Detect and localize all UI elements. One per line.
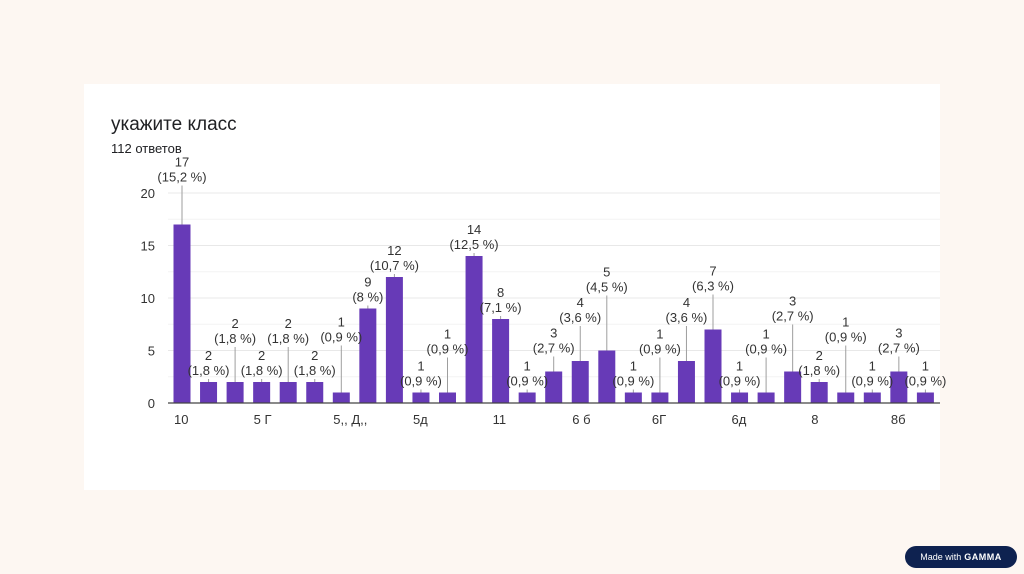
bar xyxy=(624,392,642,403)
x-tick-label: 8б xyxy=(891,412,906,427)
data-label: 7 (6,3 %) xyxy=(692,264,734,294)
data-label: 2 (1,8 %) xyxy=(798,348,840,378)
data-label: 2 (1,8 %) xyxy=(241,348,283,378)
data-label: 1 (0,9 %) xyxy=(745,327,787,357)
y-tick-label: 0 xyxy=(148,396,155,411)
bar xyxy=(173,224,191,403)
bar xyxy=(279,382,297,403)
bar xyxy=(439,392,456,403)
x-tick-label: 5,, Д,, xyxy=(333,412,367,427)
bar xyxy=(731,392,749,403)
y-tick-label: 15 xyxy=(141,239,155,254)
response-count: 112 ответов xyxy=(111,141,182,156)
bar xyxy=(465,256,483,403)
badge-prefix: Made with xyxy=(920,552,962,562)
bar xyxy=(651,392,669,403)
data-label: 1 (0,9 %) xyxy=(825,315,867,345)
bar xyxy=(385,277,403,403)
data-label: 4 (3,6 %) xyxy=(559,295,601,325)
bar xyxy=(306,382,324,403)
bar xyxy=(492,319,510,403)
data-label: 9 (8 %) xyxy=(352,275,383,305)
data-label: 3 (2,7 %) xyxy=(533,326,575,356)
data-label: 2 (1,8 %) xyxy=(214,316,256,346)
data-label: 1 (0,9 %) xyxy=(851,359,893,389)
bar xyxy=(226,382,244,403)
y-tick-label: 10 xyxy=(141,291,155,306)
bar xyxy=(677,361,695,403)
data-label: 12 (10,7 %) xyxy=(370,243,419,273)
data-label: 1 (0,9 %) xyxy=(612,359,654,389)
y-tick-label: 5 xyxy=(148,344,155,359)
data-label: 5 (4,5 %) xyxy=(586,265,628,295)
bar xyxy=(837,392,855,403)
data-label: 1 (0,9 %) xyxy=(320,315,362,345)
data-label: 1 (0,9 %) xyxy=(400,359,442,389)
data-label: 8 (7,1 %) xyxy=(480,285,522,315)
y-tick-label: 20 xyxy=(141,186,155,201)
made-with-gamma-badge[interactable]: Made with GAMMA xyxy=(905,546,1017,568)
bar xyxy=(200,382,218,403)
bar xyxy=(757,392,775,403)
bar xyxy=(253,382,271,403)
x-tick-label: 11 xyxy=(493,412,507,427)
bar xyxy=(598,350,616,403)
bar xyxy=(545,371,563,403)
x-tick-label: 6д xyxy=(732,412,747,427)
bar xyxy=(359,308,377,403)
chart-title: укажите класс xyxy=(111,114,237,135)
data-label: 2 (1,8 %) xyxy=(267,316,309,346)
chart-card: укажите класс 112 ответов xyxy=(84,84,940,490)
bar xyxy=(412,392,430,403)
data-label: 2 (1,8 %) xyxy=(294,348,336,378)
data-label: 1 (0,9 %) xyxy=(427,327,469,357)
bar xyxy=(704,329,722,403)
x-tick-label: 8 xyxy=(811,412,818,427)
x-tick-label: 6 б xyxy=(572,412,590,427)
x-tick-label: 6Г xyxy=(652,412,666,427)
data-label: 1 (0,9 %) xyxy=(506,359,548,389)
x-tick-label: 10 xyxy=(174,412,188,427)
data-label: 14 (12,5 %) xyxy=(449,222,498,252)
bar xyxy=(518,392,536,403)
data-label: 17 (15,2 %) xyxy=(157,155,206,185)
data-label: 4 (3,6 %) xyxy=(665,295,707,325)
data-label: 1 (0,9 %) xyxy=(719,359,761,389)
data-label: 3 (2,7 %) xyxy=(878,326,920,356)
data-label: 1 (0,9 %) xyxy=(904,359,946,389)
data-label: 1 (0,9 %) xyxy=(639,327,681,357)
bar xyxy=(571,361,589,403)
data-label: 3 (2,7 %) xyxy=(772,294,814,324)
x-tick-label: 5д xyxy=(413,412,428,427)
x-tick-label: 5 Г xyxy=(254,412,272,427)
bar xyxy=(890,371,908,403)
bar xyxy=(916,392,934,403)
bar xyxy=(810,382,828,403)
bar xyxy=(332,392,350,403)
bar xyxy=(784,371,802,403)
bar xyxy=(863,392,881,403)
data-label: 2 (1,8 %) xyxy=(188,348,230,378)
badge-brand: GAMMA xyxy=(964,552,1002,562)
